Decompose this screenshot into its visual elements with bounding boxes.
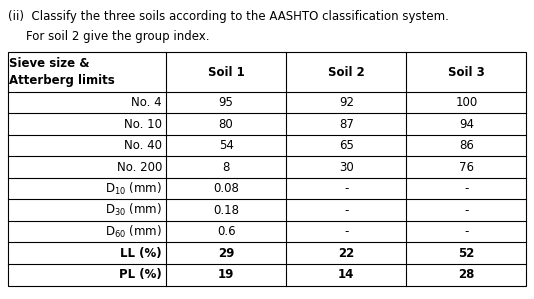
Text: 19: 19 [218,268,234,281]
Text: 8: 8 [222,161,230,174]
Text: (ii)  Classify the three soils according to the AASHTO classification system.: (ii) Classify the three soils according … [8,10,449,23]
Text: -: - [464,182,469,195]
Text: Atterberg limits: Atterberg limits [9,74,115,87]
Text: 87: 87 [339,118,354,131]
Text: 14: 14 [338,268,355,281]
Text: Sieve size &: Sieve size & [9,57,90,70]
Text: 100: 100 [456,96,477,109]
Text: 22: 22 [338,247,355,260]
Text: D$_{30}$ (mm): D$_{30}$ (mm) [105,202,162,218]
Text: LL (%): LL (%) [120,247,162,260]
Text: For soil 2 give the group index.: For soil 2 give the group index. [26,30,209,43]
Text: No. 4: No. 4 [131,96,162,109]
Text: 52: 52 [458,247,475,260]
Text: PL (%): PL (%) [119,268,162,281]
Text: 76: 76 [459,161,474,174]
Text: 95: 95 [218,96,233,109]
Text: Soil 3: Soil 3 [448,65,485,79]
Text: 80: 80 [219,118,233,131]
Text: 92: 92 [339,96,354,109]
Text: 29: 29 [218,247,234,260]
Text: 0.08: 0.08 [213,182,239,195]
Text: 0.18: 0.18 [213,204,239,217]
Text: No. 10: No. 10 [124,118,162,131]
Text: 65: 65 [339,139,354,152]
Text: 54: 54 [218,139,233,152]
Text: No. 40: No. 40 [124,139,162,152]
Text: -: - [464,225,469,238]
Text: -: - [344,182,349,195]
Text: -: - [344,225,349,238]
Text: D$_{60}$ (mm): D$_{60}$ (mm) [105,224,162,240]
Text: Soil 1: Soil 1 [208,65,245,79]
Text: -: - [344,204,349,217]
Text: 0.6: 0.6 [217,225,235,238]
Text: 28: 28 [458,268,475,281]
Text: 86: 86 [459,139,474,152]
Text: 94: 94 [459,118,474,131]
Text: -: - [464,204,469,217]
Bar [8,52,526,286]
Text: No. 200: No. 200 [116,161,162,174]
Text: Soil 2: Soil 2 [328,65,365,79]
Text: D$_{10}$ (mm): D$_{10}$ (mm) [105,181,162,197]
Text: 30: 30 [339,161,354,174]
